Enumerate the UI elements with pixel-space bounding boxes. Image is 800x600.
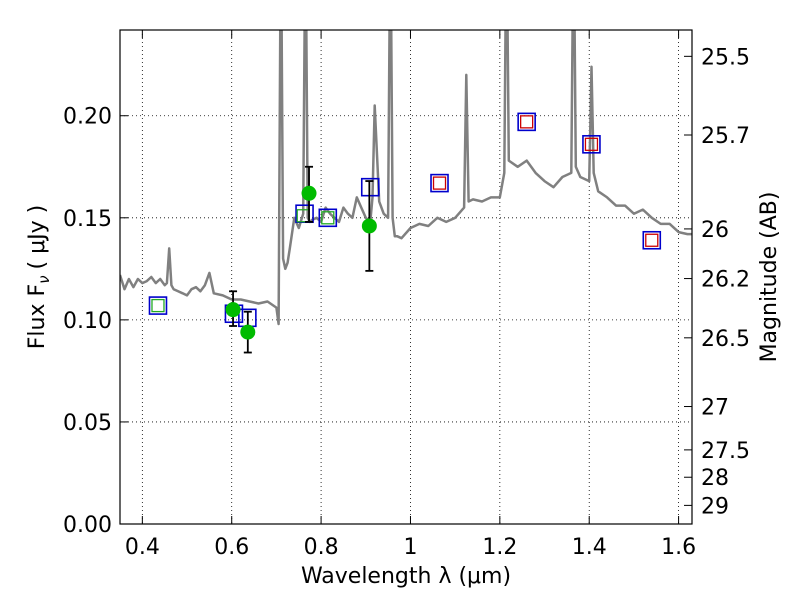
mag-tick-label: 27.5 — [701, 439, 750, 464]
model-point-blue — [517, 112, 536, 132]
model-point-green — [151, 298, 165, 313]
model-point-red — [645, 233, 659, 247]
observed-point — [301, 185, 317, 201]
x-axis-label: Wavelength λ (μm) — [301, 564, 511, 589]
model-point-red — [520, 115, 534, 129]
plot-frame — [119, 29, 693, 525]
x-tick-label: 1.4 — [572, 535, 607, 560]
x-tick-label: 1.2 — [482, 535, 517, 560]
axes: 0.4 0.6 0.8 1 1.2 1.4 1.6 0.00 0.05 0.10 0.15 0.20 2… — [63, 30, 750, 560]
marker-layer — [148, 112, 662, 354]
mag-tick-label: 26.5 — [701, 327, 750, 352]
y-tick-label: 0.05 — [63, 411, 112, 436]
y-axis-label-flux: Flux F — [25, 284, 50, 349]
mag-tick-label: 26 — [701, 218, 729, 243]
y-tick-label: 0.15 — [63, 207, 112, 232]
y-tick-label: 0.20 — [63, 105, 112, 130]
observed-point — [240, 324, 256, 340]
spectrum-layer — [120, 30, 692, 326]
mag-tick-label: 29 — [701, 494, 729, 519]
mag-tick-label: 25.7 — [701, 124, 750, 149]
x-tick-label: 0.8 — [304, 535, 339, 560]
model-point-red — [432, 176, 447, 190]
mag-tick-label: 25.5 — [701, 45, 750, 70]
y-tick-label: 0.00 — [63, 513, 112, 538]
y-axis-label-subscript: ν — [35, 275, 53, 283]
model-point-green — [321, 211, 335, 225]
x-tick-label: 1 — [403, 535, 417, 560]
x-tick-label: 0.4 — [125, 535, 160, 560]
y2-axis-label: Magnitude (AB) — [757, 192, 782, 363]
mag-tick-label: 28 — [701, 466, 729, 491]
y-axis-label: Flux Fν ( μJy ) — [25, 205, 53, 349]
y-tick-label: 0.10 — [63, 309, 112, 334]
observed-point — [361, 218, 377, 234]
mag-tick-label: 27 — [701, 396, 729, 421]
model-point-blue — [642, 230, 662, 250]
model-point-blue — [582, 135, 601, 154]
y-axis-label-unit: ( μJy ) — [25, 205, 50, 270]
model-point-blue — [430, 173, 449, 193]
mag-tick-label: 26.2 — [701, 268, 750, 293]
model-point-blue — [318, 208, 338, 228]
spectrum-line — [120, 30, 692, 326]
observed-point — [225, 302, 241, 318]
x-tick-label: 0.6 — [214, 535, 249, 560]
model-point-blue — [148, 296, 168, 315]
model-point-red — [584, 137, 599, 151]
x-tick-label: 1.6 — [661, 535, 696, 560]
